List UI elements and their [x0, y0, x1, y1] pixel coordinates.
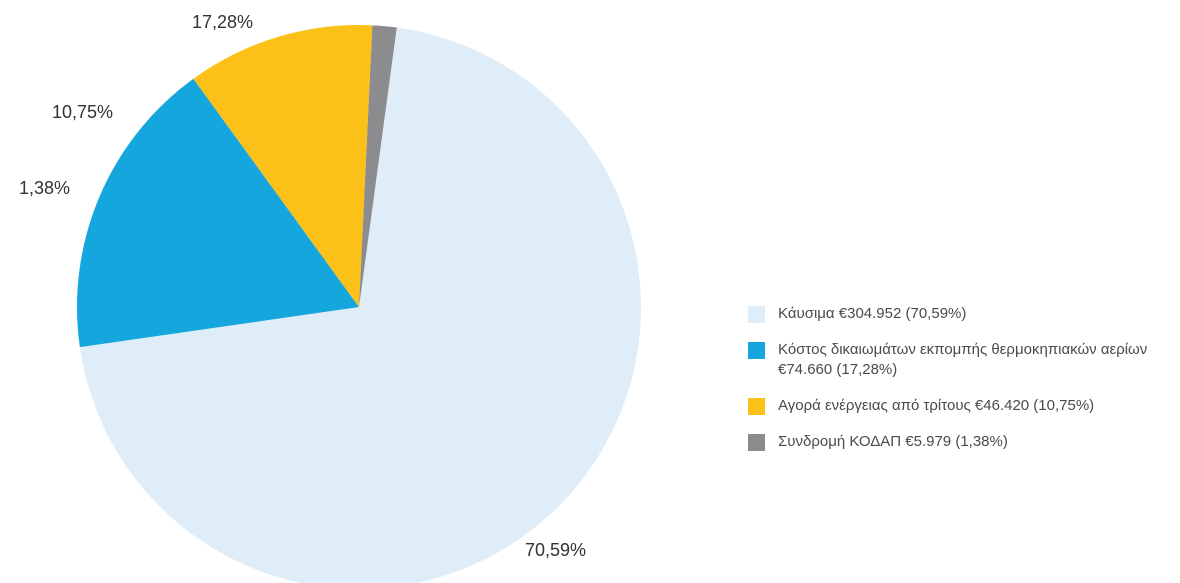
legend-item-third-party-energy: Αγορά ενέργειας από τρίτους €46.420 (10,…	[748, 396, 1180, 416]
slice-label-third-party-energy: 10,75%	[52, 102, 113, 122]
slice-label-emission-rights: 17,28%	[192, 12, 253, 32]
slice-label-fuel: 70,59%	[525, 540, 586, 560]
legend-swatch-fuel	[748, 306, 765, 323]
pie-slices	[76, 24, 641, 583]
legend-swatch-emission-rights	[748, 342, 765, 359]
legend-item-kodap: Συνδρομή ΚΟΔΑΠ €5.979 (1,38%)	[748, 432, 1180, 452]
legend-label-third-party-energy: Αγορά ενέργειας από τρίτους €46.420 (10,…	[778, 397, 1095, 414]
pie-percent-labels: 70,59% 17,28% 10,75% 1,38%	[19, 12, 586, 560]
legend-label-fuel: Κάυσιμα €304.952 (70,59%)	[778, 305, 967, 322]
pie-slice-kodap	[359, 25, 397, 307]
pie-slice-emission-rights	[76, 78, 359, 348]
legend-item-emission-rights: Κόστος δικαιωμάτων εκπομπής θερμοκηπιακώ…	[748, 340, 1180, 380]
chart-legend: Κάυσιμα €304.952 (70,59%) Κόστος δικαιωμ…	[748, 304, 1180, 452]
legend-swatch-third-party-energy	[748, 398, 765, 415]
legend-label-kodap: Συνδρομή ΚΟΔΑΠ €5.979 (1,38%)	[778, 433, 1008, 450]
legend-item-fuel: Κάυσιμα €304.952 (70,59%)	[748, 304, 1180, 324]
pie-slice-third-party-energy	[193, 24, 373, 307]
legend-swatch-kodap	[748, 434, 765, 451]
slice-label-kodap: 1,38%	[19, 178, 70, 198]
legend-label-emission-rights: Κόστος δικαιωμάτων εκπομπής θερμοκηπιακώ…	[778, 341, 1148, 378]
pie-slice-fuel	[79, 27, 641, 583]
